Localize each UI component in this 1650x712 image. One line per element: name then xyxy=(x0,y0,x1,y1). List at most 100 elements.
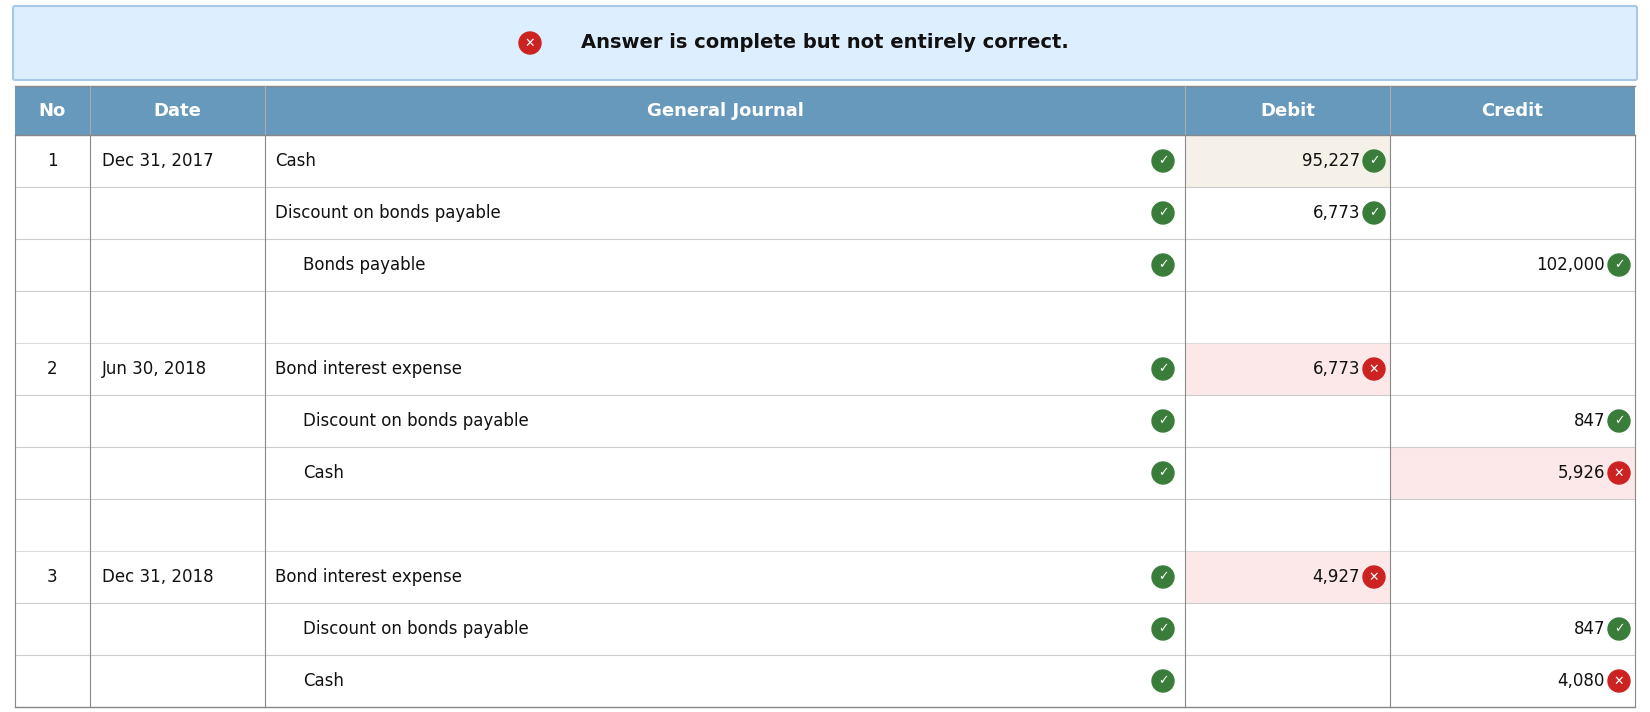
Text: ✕: ✕ xyxy=(525,36,535,50)
Text: ✓: ✓ xyxy=(1158,155,1168,167)
Text: ✓: ✓ xyxy=(1158,362,1168,375)
Text: 4,927: 4,927 xyxy=(1312,568,1360,586)
Text: No: No xyxy=(40,102,66,120)
Text: Debit: Debit xyxy=(1261,102,1315,120)
Text: 847: 847 xyxy=(1574,620,1605,638)
Bar xyxy=(1389,135,1635,187)
Bar xyxy=(1389,291,1635,343)
Bar xyxy=(15,551,1185,603)
Text: Cash: Cash xyxy=(304,672,343,690)
Text: Discount on bonds payable: Discount on bonds payable xyxy=(304,412,528,430)
Text: 95,227: 95,227 xyxy=(1302,152,1360,170)
Bar xyxy=(1389,187,1635,239)
Bar xyxy=(15,655,1185,707)
Text: 4,080: 4,080 xyxy=(1558,672,1605,690)
Text: Date: Date xyxy=(153,102,201,120)
Text: Bonds payable: Bonds payable xyxy=(304,256,426,274)
Bar xyxy=(1389,551,1635,603)
Circle shape xyxy=(1609,254,1630,276)
Circle shape xyxy=(1152,410,1175,432)
Circle shape xyxy=(1609,462,1630,484)
Text: Jun 30, 2018: Jun 30, 2018 xyxy=(102,360,208,378)
Circle shape xyxy=(1152,358,1175,380)
Text: ✓: ✓ xyxy=(1158,570,1168,584)
Bar xyxy=(15,395,1185,447)
Text: ✓: ✓ xyxy=(1158,674,1168,688)
Circle shape xyxy=(1152,566,1175,588)
Bar xyxy=(15,187,1185,239)
Circle shape xyxy=(1152,618,1175,640)
Bar xyxy=(1185,395,1389,447)
Text: 5,926: 5,926 xyxy=(1558,464,1605,482)
Bar xyxy=(1185,447,1389,499)
Text: 102,000: 102,000 xyxy=(1536,256,1605,274)
Circle shape xyxy=(1152,670,1175,692)
Circle shape xyxy=(1363,150,1384,172)
Bar xyxy=(15,86,1635,135)
Circle shape xyxy=(520,32,541,54)
Bar xyxy=(15,447,1185,499)
Bar xyxy=(15,343,1185,395)
Bar xyxy=(1389,499,1635,551)
Text: Cash: Cash xyxy=(276,152,315,170)
Text: ✓: ✓ xyxy=(1614,622,1624,636)
Bar xyxy=(1389,239,1635,291)
Text: Bond interest expense: Bond interest expense xyxy=(276,568,462,586)
Bar xyxy=(1389,343,1635,395)
Bar xyxy=(15,135,1185,187)
Text: Answer is complete but not entirely correct.: Answer is complete but not entirely corr… xyxy=(581,33,1069,53)
Circle shape xyxy=(1152,150,1175,172)
Bar xyxy=(1389,603,1635,655)
Text: General Journal: General Journal xyxy=(647,102,804,120)
Text: ✓: ✓ xyxy=(1370,206,1379,219)
Text: 3: 3 xyxy=(48,568,58,586)
Text: 6,773: 6,773 xyxy=(1312,360,1360,378)
Text: ✓: ✓ xyxy=(1614,258,1624,271)
Bar xyxy=(1185,343,1389,395)
Text: ✓: ✓ xyxy=(1614,414,1624,427)
Bar xyxy=(1185,135,1389,187)
Circle shape xyxy=(1609,670,1630,692)
Bar xyxy=(1389,395,1635,447)
Text: ✓: ✓ xyxy=(1158,622,1168,636)
Bar xyxy=(15,239,1185,291)
Bar xyxy=(1185,603,1389,655)
Circle shape xyxy=(1363,358,1384,380)
Text: ✕: ✕ xyxy=(1370,362,1379,375)
Bar xyxy=(1389,447,1635,499)
Text: Discount on bonds payable: Discount on bonds payable xyxy=(304,620,528,638)
Circle shape xyxy=(1152,254,1175,276)
Text: Dec 31, 2018: Dec 31, 2018 xyxy=(102,568,213,586)
Text: ✕: ✕ xyxy=(1370,570,1379,584)
Text: Discount on bonds payable: Discount on bonds payable xyxy=(276,204,500,222)
Text: ✓: ✓ xyxy=(1158,206,1168,219)
Text: ✓: ✓ xyxy=(1158,258,1168,271)
Bar xyxy=(1185,499,1389,551)
FancyBboxPatch shape xyxy=(13,6,1637,80)
Text: ✓: ✓ xyxy=(1158,414,1168,427)
Circle shape xyxy=(1363,202,1384,224)
Circle shape xyxy=(1363,566,1384,588)
Text: Cash: Cash xyxy=(304,464,343,482)
Text: 1: 1 xyxy=(48,152,58,170)
Circle shape xyxy=(1609,618,1630,640)
Circle shape xyxy=(1152,462,1175,484)
Circle shape xyxy=(1152,202,1175,224)
Bar xyxy=(15,499,1185,551)
Text: 2: 2 xyxy=(48,360,58,378)
Text: ✓: ✓ xyxy=(1370,155,1379,167)
Bar xyxy=(15,603,1185,655)
Text: ✕: ✕ xyxy=(1614,674,1624,688)
Bar xyxy=(15,291,1185,343)
Bar xyxy=(1185,187,1389,239)
Circle shape xyxy=(1609,410,1630,432)
Text: 6,773: 6,773 xyxy=(1312,204,1360,222)
Text: Dec 31, 2017: Dec 31, 2017 xyxy=(102,152,213,170)
Text: Bond interest expense: Bond interest expense xyxy=(276,360,462,378)
Text: ✕: ✕ xyxy=(1614,466,1624,479)
Bar xyxy=(1185,291,1389,343)
Text: ✓: ✓ xyxy=(1158,466,1168,479)
Text: 847: 847 xyxy=(1574,412,1605,430)
Text: Credit: Credit xyxy=(1482,102,1543,120)
Bar xyxy=(1389,655,1635,707)
